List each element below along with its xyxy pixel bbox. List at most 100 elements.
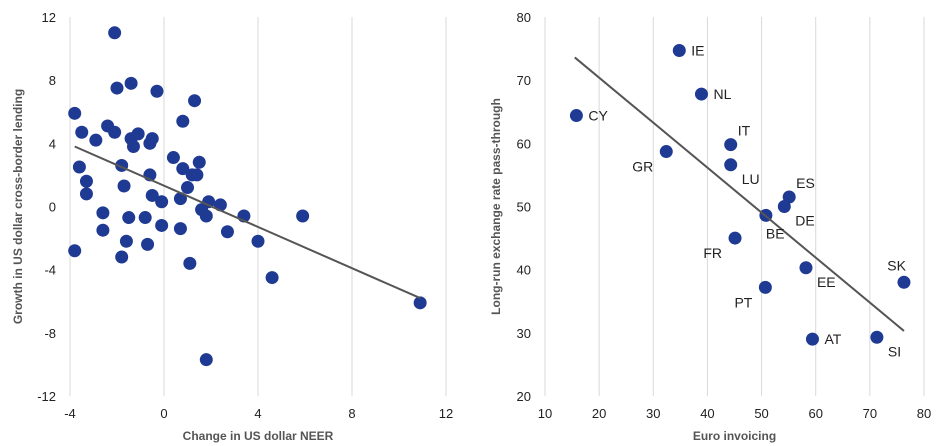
data-point [181,181,194,195]
data-point [119,234,133,248]
data-point [155,195,169,209]
y-tick-label: 70 [517,73,531,88]
data-point [251,234,265,248]
y-tick-label: 80 [517,10,531,25]
y-tick-label: 20 [517,389,531,404]
x-tick-label: 0 [160,406,167,421]
data-point [870,330,884,344]
data-point [79,187,93,201]
x-tick-label: 60 [808,406,822,421]
x-tick-label: 30 [646,406,660,421]
x-tick-label: 8 [348,406,355,421]
data-point [96,206,110,220]
data-point [79,174,93,188]
point-label: EE [817,274,836,290]
y-tick-label: 30 [517,326,531,341]
point-label: DE [795,213,814,229]
data-point [569,109,583,123]
data-point [728,231,742,245]
data-point [672,43,686,57]
x-tick-label: 10 [538,406,552,421]
data-point [108,26,122,40]
data-point [145,188,159,202]
data-point [141,237,155,251]
point-label: FR [703,245,722,261]
data-point [188,94,202,108]
point-label: SI [888,343,901,359]
y-tick-label: 8 [49,73,56,88]
point-label: GR [632,159,653,175]
data-point [143,136,157,150]
x-tick-label: 50 [754,406,768,421]
data-point [192,155,206,169]
data-point [799,261,813,275]
y-tick-label: -4 [44,263,56,278]
data-point [150,84,164,98]
point-label: AT [824,331,841,347]
y-tick-label: 40 [517,263,531,278]
point-label: BE [766,225,785,241]
data-point [897,275,911,289]
x-tick-label: 40 [700,406,714,421]
x-tick-label: 4 [254,406,261,421]
x-tick-label: 70 [863,406,877,421]
y-axis-title: Long-run exchange rate pass-through [489,98,503,315]
x-tick-label: -4 [64,406,76,421]
data-point [190,168,204,182]
x-axis-title: Euro invoicing [693,429,776,443]
trend-line [74,145,421,300]
y-tick-label: 0 [49,200,56,215]
data-point [724,158,738,172]
data-point [108,125,122,139]
point-label: CY [588,108,608,124]
data-point [115,250,129,264]
point-label: PT [734,294,752,310]
data-point [122,211,136,225]
data-point [155,218,169,232]
y-tick-label: 4 [49,136,56,151]
data-point [220,225,234,239]
data-point [296,209,310,223]
point-label: NL [713,86,731,102]
data-point [724,138,738,152]
data-point [138,211,152,225]
x-tick-label: 12 [439,406,453,421]
data-point [265,271,279,285]
data-point [199,209,213,223]
y-tick-label: -12 [37,389,56,404]
point-label: SK [887,257,906,273]
y-tick-label: 12 [42,10,56,25]
point-label: IT [738,123,751,139]
x-tick-label: 20 [592,406,606,421]
data-point [117,179,131,193]
data-point [126,139,140,153]
data-point [124,76,138,90]
data-point [166,151,180,165]
data-point [96,223,110,237]
data-point [72,160,86,174]
data-point [777,200,791,213]
y-axis-title: Growth in US dollar cross-border lending [11,89,25,324]
x-axis-title: Change in US dollar NEER [183,429,334,443]
trend-line [574,56,905,332]
data-point [199,353,213,367]
y-tick-label: 50 [517,200,531,215]
data-point [694,87,708,101]
data-point [89,133,103,147]
data-point [68,244,82,258]
left-chart: -12 -8 -4 0 4 8 12 -4 0 4 8 12 Change in US dollar N… [11,10,453,443]
data-point [176,114,190,128]
data-point [75,125,89,139]
point-label: ES [796,175,815,191]
data-point [758,280,772,294]
x-tick-label: 80 [917,406,931,421]
right-chart: 20 30 40 50 60 70 80 10 20 30 40 50 60 70 80 Euro invoi… [489,10,931,443]
data-point [659,145,673,159]
point-label: IE [691,42,704,58]
point-label: LU [742,171,760,187]
data-point [805,332,819,346]
data-point [173,222,187,236]
data-point [68,106,82,120]
data-point [176,162,190,176]
